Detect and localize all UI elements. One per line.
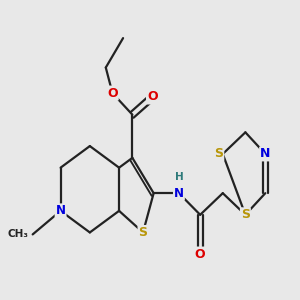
Text: N: N: [174, 187, 184, 200]
Text: O: O: [195, 248, 206, 260]
Text: S: S: [214, 147, 223, 161]
Text: O: O: [147, 91, 158, 103]
Text: O: O: [107, 87, 118, 100]
Text: CH₃: CH₃: [8, 230, 29, 239]
Text: S: S: [241, 208, 250, 221]
Text: H: H: [175, 172, 184, 182]
Text: N: N: [260, 147, 271, 161]
Text: N: N: [56, 204, 66, 218]
Text: S: S: [139, 226, 148, 239]
